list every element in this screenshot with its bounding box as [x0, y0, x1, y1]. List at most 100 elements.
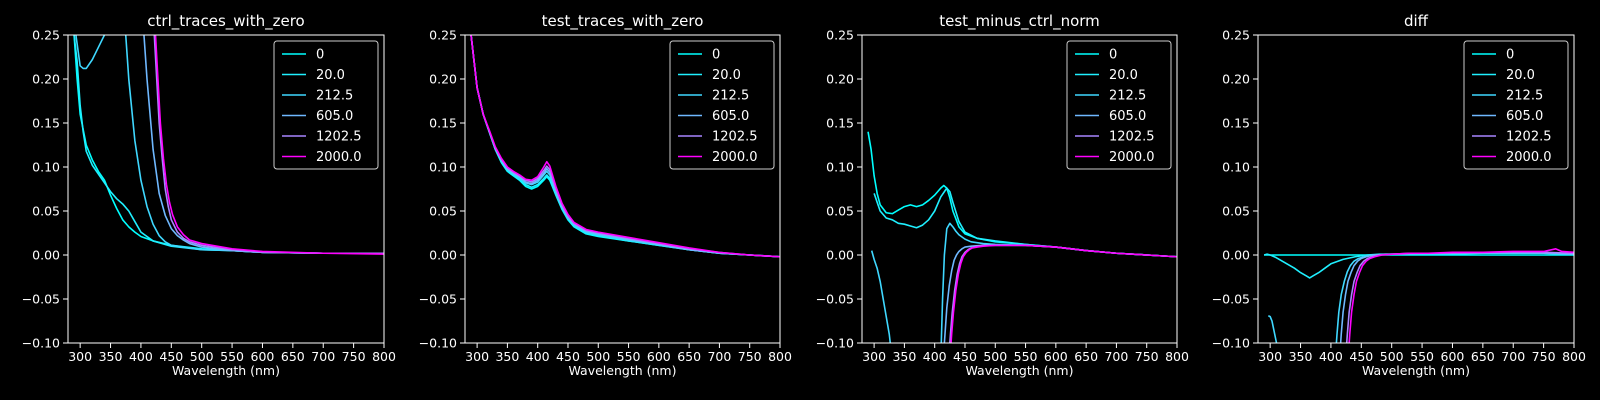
legend-label: 1202.5: [1109, 130, 1155, 145]
y-tick-label: 0.00: [429, 248, 457, 263]
legend-label: 20.0: [712, 68, 741, 83]
y-tick-label: 0.05: [1222, 204, 1250, 219]
y-tick-label: 0.05: [32, 204, 60, 219]
legend-label: 605.0: [1109, 109, 1146, 124]
x-tick-label: 650: [1074, 349, 1098, 364]
x-tick-label: 550: [1410, 349, 1434, 364]
legend-label: 212.5: [316, 89, 353, 104]
x-tick-label: 450: [953, 349, 977, 364]
x-tick-label: 400: [129, 349, 153, 364]
x-tick-label: 300: [68, 349, 92, 364]
chart-panel-4: 300 350 400 450 500 550 600 650 700 750 800 −0.10 −0…: [1212, 12, 1586, 378]
y-tick-label: 0.00: [32, 248, 60, 263]
x-tick-label: 300: [465, 349, 489, 364]
series-line-1: [1263, 252, 1574, 279]
x-tick-label: 350: [99, 349, 123, 364]
y-tick-label: −0.10: [419, 336, 457, 351]
legend-label: 212.5: [712, 89, 749, 104]
y-tick-label: 0.20: [1222, 72, 1250, 87]
axes-frame: [1257, 34, 1575, 344]
legend-label: 1202.5: [1506, 130, 1552, 145]
x-tick-label: 800: [1562, 349, 1586, 364]
x-tick-label: 800: [768, 349, 792, 364]
y-tick-label: −0.05: [22, 292, 60, 307]
x-tick-label: 600: [1044, 349, 1068, 364]
y-tick-label: 0.05: [429, 204, 457, 219]
series-line-5: [154, 35, 384, 255]
x-tick-label: 400: [923, 349, 947, 364]
legend-label: 20.0: [316, 68, 345, 83]
y-tick-label: 0.05: [826, 204, 854, 219]
legend-label: 605.0: [712, 109, 749, 124]
y-tick-label: 0.20: [826, 72, 854, 87]
x-tick-label: 650: [677, 349, 701, 364]
legend-label: 2000.0: [1506, 150, 1552, 165]
y-tick-label: 0.25: [429, 28, 457, 43]
x-tick-label: 450: [159, 349, 183, 364]
y-tick-label: 0.10: [1222, 160, 1250, 175]
legend-box: [669, 40, 775, 170]
legend-box: [1066, 40, 1172, 170]
x-axis-label: Wavelength (nm): [1362, 363, 1470, 378]
y-tick-label: 0.25: [32, 28, 60, 43]
x-tick-label: 550: [220, 349, 244, 364]
y-tick-label: 0.10: [826, 160, 854, 175]
legend-label: 1202.5: [316, 130, 362, 145]
y-tick-label: 0.00: [826, 248, 854, 263]
chart-title: test_minus_ctrl_norm: [939, 12, 1100, 31]
x-tick-label: 700: [311, 349, 335, 364]
y-tick-label: −0.10: [22, 336, 60, 351]
y-tick-label: −0.10: [1212, 336, 1250, 351]
x-tick-label: 450: [556, 349, 580, 364]
y-tick-label: 0.25: [826, 28, 854, 43]
x-axis-label: Wavelength (nm): [172, 363, 280, 378]
x-tick-label: 700: [1104, 349, 1128, 364]
chart-panel-3: 300 350 400 450 500 550 600 650 700 750 800 −0.10 −0…: [816, 12, 1189, 378]
legend-label: 212.5: [1506, 89, 1543, 104]
x-tick-label: 350: [495, 349, 519, 364]
chart-title: diff: [1404, 12, 1429, 30]
y-tick-label: 0.20: [32, 72, 60, 87]
legend-label: 20.0: [1109, 68, 1138, 83]
x-tick-label: 600: [647, 349, 671, 364]
legend: 0 20.0 212.5 605.0 1202.5 2000.0: [1463, 40, 1569, 170]
legend-label: 212.5: [1109, 89, 1146, 104]
y-tick-label: 0.15: [1222, 116, 1250, 131]
x-tick-label: 750: [1532, 349, 1556, 364]
x-tick-label: 750: [1135, 349, 1159, 364]
chart-panel-2: 300 350 400 450 500 550 600 650 700 750 800 −0.10 −0…: [419, 12, 792, 378]
legend-label: 2000.0: [712, 150, 758, 165]
legend-label: 0: [1109, 48, 1117, 63]
y-tick-label: 0.15: [826, 116, 854, 131]
x-tick-label: 550: [1014, 349, 1038, 364]
y-tick-label: 0.15: [32, 116, 60, 131]
x-tick-label: 700: [707, 349, 731, 364]
x-tick-label: 500: [1380, 349, 1404, 364]
series-lines: [73, 35, 384, 255]
x-tick-label: 600: [1441, 349, 1465, 364]
x-tick-label: 300: [862, 349, 886, 364]
y-tick-label: 0.10: [429, 160, 457, 175]
x-tick-label: 500: [983, 349, 1007, 364]
axes-frame: [67, 34, 385, 344]
chart-title: ctrl_traces_with_zero: [147, 12, 304, 31]
series-line-4: [153, 35, 384, 255]
x-tick-label: 300: [1258, 349, 1282, 364]
y-tick-label: −0.05: [419, 292, 457, 307]
legend: 0 20.0 212.5 605.0 1202.5 2000.0: [669, 40, 775, 170]
legend-label: 0: [316, 48, 324, 63]
x-tick-label: 500: [586, 349, 610, 364]
chart-title: test_traces_with_zero: [542, 12, 704, 31]
x-tick-label: 350: [1289, 349, 1313, 364]
axes-frame: [464, 34, 781, 344]
x-tick-label: 550: [617, 349, 641, 364]
legend-label: 0: [1506, 48, 1514, 63]
legend-label: 605.0: [316, 109, 353, 124]
y-tick-label: 0.25: [1222, 28, 1250, 43]
y-tick-label: 0.20: [429, 72, 457, 87]
legend-label: 605.0: [1506, 109, 1543, 124]
x-tick-label: 800: [1165, 349, 1189, 364]
x-tick-label: 450: [1349, 349, 1373, 364]
legend: 0 20.0 212.5 605.0 1202.5 2000.0: [1066, 40, 1172, 170]
